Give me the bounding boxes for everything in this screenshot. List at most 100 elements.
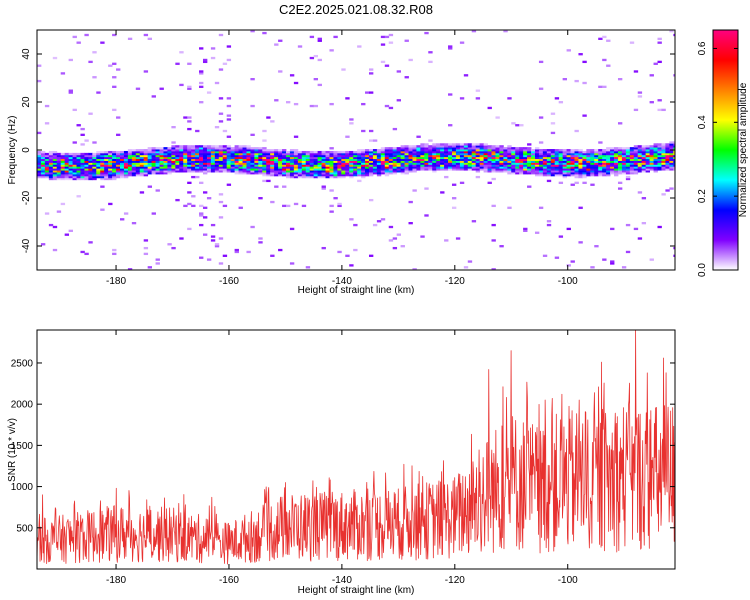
heatmap-cell — [151, 150, 156, 154]
heatmap-cell — [511, 168, 516, 171]
heatmap-cell — [143, 33, 149, 37]
heatmap-cell — [179, 145, 184, 148]
heatmap-cell — [483, 164, 488, 167]
heatmap-cell — [274, 170, 279, 173]
heatmap-cell — [266, 174, 271, 177]
heatmap-cell — [131, 168, 137, 171]
heatmap-cell — [266, 162, 271, 165]
heatmap-cell — [353, 168, 358, 171]
heatmap-cell — [187, 164, 192, 167]
heatmap-cell — [143, 239, 149, 242]
heatmap-cell — [48, 223, 54, 227]
heatmap-cell — [60, 152, 66, 156]
heatmap-cell — [143, 150, 149, 154]
heatmap-cell — [210, 239, 216, 242]
heatmap-cell — [187, 154, 192, 158]
heatmap-cell — [116, 152, 121, 156]
heatmap-cell — [361, 150, 366, 154]
heatmap-cell — [657, 152, 662, 156]
heatmap-cell — [68, 89, 73, 92]
heatmap-cell — [649, 145, 654, 148]
heatmap-cell — [649, 166, 654, 169]
heatmap-cell — [353, 166, 358, 169]
heatmap-cell — [491, 145, 496, 148]
heatmap-cell — [226, 162, 232, 165]
heatmap-cell — [270, 200, 275, 204]
heatmap-cell — [424, 158, 429, 161]
heatmap-cell — [72, 35, 77, 39]
heatmap-cell — [665, 156, 670, 160]
heatmap-cell — [297, 168, 303, 171]
heatmap-cell — [459, 181, 465, 184]
heatmap-cell — [368, 149, 374, 152]
heatmap-cell — [353, 158, 358, 161]
heatmap-cell — [448, 164, 453, 167]
heatmap-cell — [534, 152, 540, 156]
heatmap-cell — [195, 168, 200, 171]
heatmap-cell — [380, 164, 386, 167]
heatmap-cell — [349, 168, 354, 171]
heatmap-cell — [112, 177, 117, 181]
heatmap-cell — [199, 158, 204, 161]
heatmap-cell — [199, 164, 204, 167]
heatmap-cell — [491, 170, 496, 173]
heatmap-cell — [230, 162, 236, 165]
heatmap-cell — [673, 150, 675, 154]
heatmap-cell — [598, 174, 603, 177]
heatmap-cell — [657, 160, 662, 163]
heatmap-cell — [345, 156, 350, 160]
heatmap-cell — [531, 160, 536, 163]
heatmap-cell — [131, 172, 137, 175]
heatmap-cell — [432, 158, 437, 161]
heatmap-cell — [40, 166, 46, 169]
heatmap-cell — [309, 170, 315, 173]
heatmap-cell — [337, 158, 342, 161]
heatmap-cell — [337, 150, 342, 154]
heatmap-cell — [289, 170, 295, 173]
heatmap-cell — [598, 149, 603, 152]
heatmap-cell — [238, 160, 243, 163]
heatmap-cell — [396, 150, 401, 154]
heatmap-cell — [88, 172, 93, 175]
heatmap-cell — [163, 156, 168, 160]
heatmap-cell — [542, 150, 548, 154]
heatmap-cell — [270, 152, 275, 156]
heatmap-cell — [100, 174, 105, 177]
heatmap-cell — [416, 158, 421, 161]
heatmap-cell — [199, 212, 204, 215]
heatmap-cell — [653, 143, 658, 146]
heatmap-cell — [112, 172, 117, 175]
heatmap-cell — [80, 164, 85, 167]
heatmap-cell — [570, 150, 575, 154]
heatmap-cell — [278, 154, 283, 158]
heatmap-cell — [72, 108, 77, 112]
heatmap-cell — [610, 172, 615, 175]
heatmap-cell — [60, 170, 66, 173]
heatmap-cell — [289, 175, 295, 179]
heatmap-cell — [546, 150, 552, 154]
heatmap-cell — [139, 152, 145, 156]
heatmap-cell — [159, 172, 164, 175]
heatmap-cell — [574, 174, 579, 177]
heatmap-cell — [448, 154, 453, 158]
heatmap-cell — [52, 170, 58, 173]
heatmap-cell — [511, 170, 516, 173]
heatmap-cell — [614, 156, 619, 160]
heatmap-cell — [226, 156, 232, 160]
heatmap-cell — [84, 152, 89, 156]
heatmap-cell — [645, 145, 650, 148]
heatmap-cell — [333, 174, 338, 177]
heatmap-cell — [68, 166, 73, 169]
heatmap-cell — [250, 160, 255, 163]
y-tick-label: 2000 — [11, 400, 34, 411]
heatmap-cell — [214, 164, 220, 167]
heatmap-cell — [159, 149, 164, 152]
heatmap-cell — [475, 143, 481, 146]
heatmap-cell — [282, 154, 287, 158]
heatmap-cell — [400, 149, 405, 152]
heatmap-cell — [582, 152, 587, 156]
heatmap-cell — [424, 168, 429, 171]
heatmap-cell — [317, 154, 322, 158]
heatmap-cell — [40, 160, 46, 163]
heatmap-cell — [376, 166, 382, 169]
